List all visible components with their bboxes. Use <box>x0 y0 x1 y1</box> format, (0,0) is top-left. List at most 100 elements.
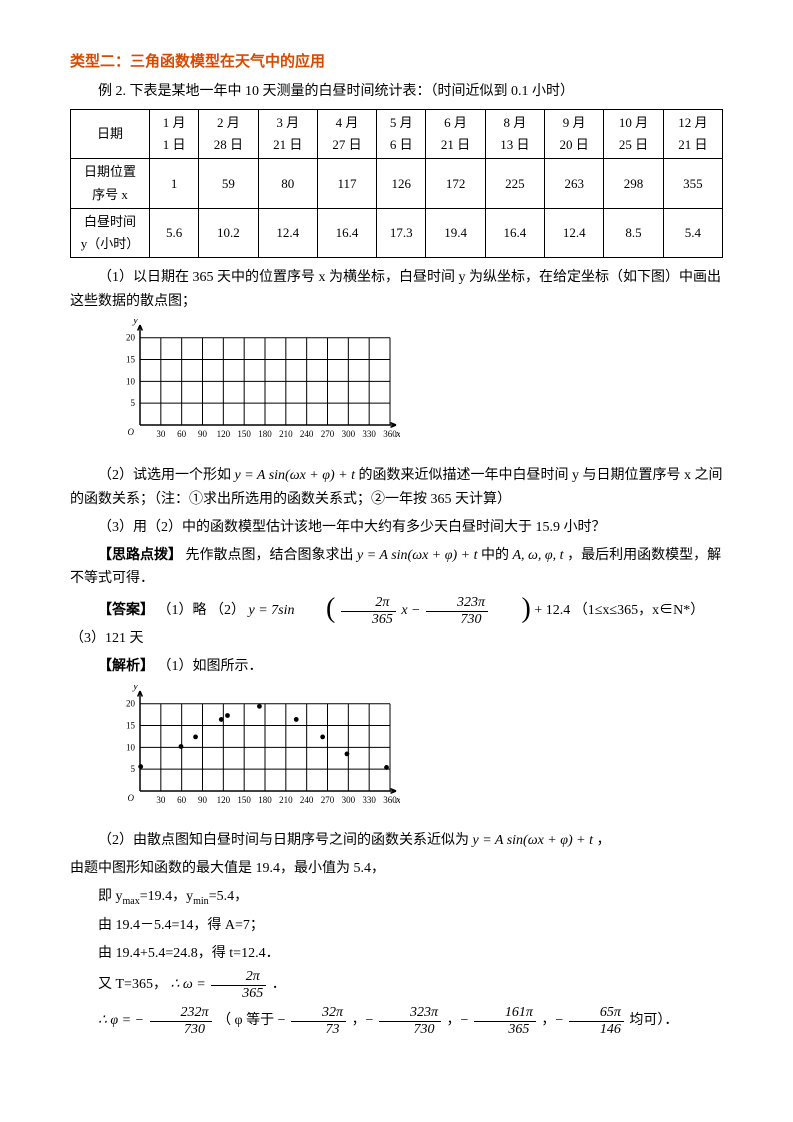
sol-line-5: 又 T=365， ∴ ω = 2π 365 ． <box>70 969 723 1001</box>
svg-text:x: x <box>395 794 400 806</box>
hint-line: 【思路点拨】 先作散点图，结合图象求出 y = A sin(ωx + φ) + … <box>70 544 723 592</box>
frac-den: 73 <box>291 1022 346 1037</box>
x-cell: 117 <box>317 159 376 208</box>
svg-text:y: y <box>132 685 138 692</box>
sol-2-post: ， <box>597 833 611 848</box>
svg-text:20: 20 <box>126 698 136 708</box>
sol5c: ． <box>272 978 286 993</box>
y-cell: 12.4 <box>545 208 604 257</box>
svg-text:210: 210 <box>279 429 293 439</box>
frac-den: 365 <box>341 612 396 627</box>
svg-text:10: 10 <box>126 742 136 752</box>
sub-min: min <box>193 896 209 907</box>
solution-1: 【解析】 （1）如图所示． <box>70 655 723 679</box>
question-3: （3）用（2）中的函数模型估计该地一年中大约有多少天白昼时间大于 15.9 小时… <box>70 516 723 540</box>
scatter-chart-svg: 3060901201501802102402703003303605101520… <box>110 685 400 815</box>
svg-text:300: 300 <box>342 429 356 439</box>
hint-formula: y = A sin(ωx + φ) + t <box>357 548 478 563</box>
date-cell: 9 月 20 日 <box>545 110 604 159</box>
date-cell: 2 月 28 日 <box>199 110 258 159</box>
table-row: 白昼时间 y（小时） 5.6 10.2 12.4 16.4 17.3 19.4 … <box>71 208 723 257</box>
sol-2-pre: （2）由散点图知白昼时间与日期序号之间的函数关系近似为 <box>98 833 473 848</box>
y-cell: 16.4 <box>317 208 376 257</box>
hint-label: 【思路点拨】 <box>98 548 182 563</box>
frac-num: 323π <box>426 595 488 611</box>
sol-2-formula: y = A sin(ωx + φ) + t <box>473 833 594 848</box>
answer-3: （3）121 天 <box>70 631 144 646</box>
x-cell: 225 <box>485 159 544 208</box>
answer-2-mid: x − <box>401 603 424 618</box>
svg-text:O: O <box>128 793 135 803</box>
svg-text:O: O <box>128 427 135 437</box>
svg-text:90: 90 <box>198 429 208 439</box>
table-row: 日期 1 月 1 日 2 月 28 日 3 月 21 日 4 月 27 日 5 … <box>71 110 723 159</box>
section-title: 类型二：三角函数模型在天气中的应用 <box>70 50 723 76</box>
svg-text:30: 30 <box>156 795 166 805</box>
answer-2-tail: + 12.4 （1≤x≤365，x∈N*） <box>534 603 704 618</box>
solution-2: （2）由散点图知白昼时间与日期序号之间的函数关系近似为 y = A sin(ωx… <box>70 829 723 853</box>
sol6-c3: ，− <box>541 1013 566 1028</box>
row-header-x: 日期位置 序号 x <box>71 159 150 208</box>
question-2: （2）试选用一个形如 y = A sin(ωx + φ) + t 的函数来近似描… <box>70 464 723 512</box>
sol6-c1: ，− <box>352 1013 377 1028</box>
frac-den: 146 <box>569 1022 624 1037</box>
y-cell: 12.4 <box>258 208 317 257</box>
svg-text:10: 10 <box>126 377 136 387</box>
example-intro: 例 2. 下表是某地一年中 10 天测量的白昼时间统计表：（时间近似到 0.1 … <box>70 80 723 104</box>
svg-text:15: 15 <box>126 355 136 365</box>
row-header-y: 白昼时间 y（小时） <box>71 208 150 257</box>
sol-line-1: 由题中图形知函数的最大值是 19.4，最小值为 5.4， <box>70 857 723 881</box>
sol6-c2: ，− <box>446 1013 471 1028</box>
frac-den: 730 <box>150 1022 212 1037</box>
x-cell: 355 <box>663 159 722 208</box>
frac-num: 2π <box>211 969 266 985</box>
sol-line-2: 即 ymax=19.4，ymin=5.4， <box>70 885 723 910</box>
x-cell: 263 <box>545 159 604 208</box>
sol6-frac-5: 65π 146 <box>569 1005 624 1037</box>
frac-den: 365 <box>211 986 266 1001</box>
hint-mid: 中的 <box>481 548 513 563</box>
svg-text:210: 210 <box>279 795 293 805</box>
frac-num: 32π <box>291 1005 346 1021</box>
date-cell: 6 月 21 日 <box>426 110 485 159</box>
frac-num: 323π <box>379 1005 441 1021</box>
sol5b: ∴ ω = <box>170 978 209 993</box>
svg-text:90: 90 <box>198 795 208 805</box>
frac-den: 730 <box>379 1022 441 1037</box>
frac-num: 232π <box>150 1005 212 1021</box>
question-1: （1）以日期在 365 天中的位置序号 x 为横坐标，白昼时间 y 为纵坐标，在… <box>70 266 723 314</box>
date-cell: 5 月 6 日 <box>377 110 426 159</box>
svg-text:150: 150 <box>237 795 251 805</box>
svg-text:60: 60 <box>177 795 187 805</box>
q2-formula: y = A sin(ωx + φ) + t <box>235 468 356 483</box>
table-row: 日期位置 序号 x 1 59 80 117 126 172 225 263 29… <box>71 159 723 208</box>
empty-grid-chart: 3060901201501802102402703003303605101520… <box>110 319 723 458</box>
date-cell: 3 月 21 日 <box>258 110 317 159</box>
frac-num: 161π <box>474 1005 536 1021</box>
answer-2-lead: y = 7sin <box>249 603 295 618</box>
sol-1-text: （1）如图所示． <box>158 659 263 674</box>
svg-text:330: 330 <box>362 429 376 439</box>
sol6a: ∴ φ = − <box>98 1013 148 1028</box>
date-cell: 8 月 13 日 <box>485 110 544 159</box>
x-cell: 1 <box>150 159 199 208</box>
sol-line-3: 由 19.4－5.4=14，得 A=7； <box>70 914 723 938</box>
sol-label: 【解析】 <box>98 659 154 674</box>
date-cell: 10 月 25 日 <box>604 110 663 159</box>
hint-params: A, ω, φ, t <box>513 548 564 563</box>
answer-2-pre: （2） <box>210 603 245 618</box>
date-cell: 1 月 1 日 <box>150 110 199 159</box>
hint-pre: 先作散点图，结合图象求出 <box>186 548 358 563</box>
grid-chart-svg: 3060901201501802102402703003303605101520… <box>110 319 400 449</box>
sol5-frac: 2π 365 <box>211 969 266 1001</box>
y-cell: 17.3 <box>377 208 426 257</box>
answer-frac-1: 2π 365 <box>341 595 396 627</box>
sub-max: max <box>123 896 140 907</box>
svg-text:240: 240 <box>300 795 314 805</box>
svg-text:330: 330 <box>362 795 376 805</box>
answer-frac-2: 323π 730 <box>426 595 488 627</box>
sol5a: 又 T=365， <box>98 978 167 993</box>
y-cell: 8.5 <box>604 208 663 257</box>
svg-text:180: 180 <box>258 795 272 805</box>
sol2a: 即 y <box>98 889 123 904</box>
